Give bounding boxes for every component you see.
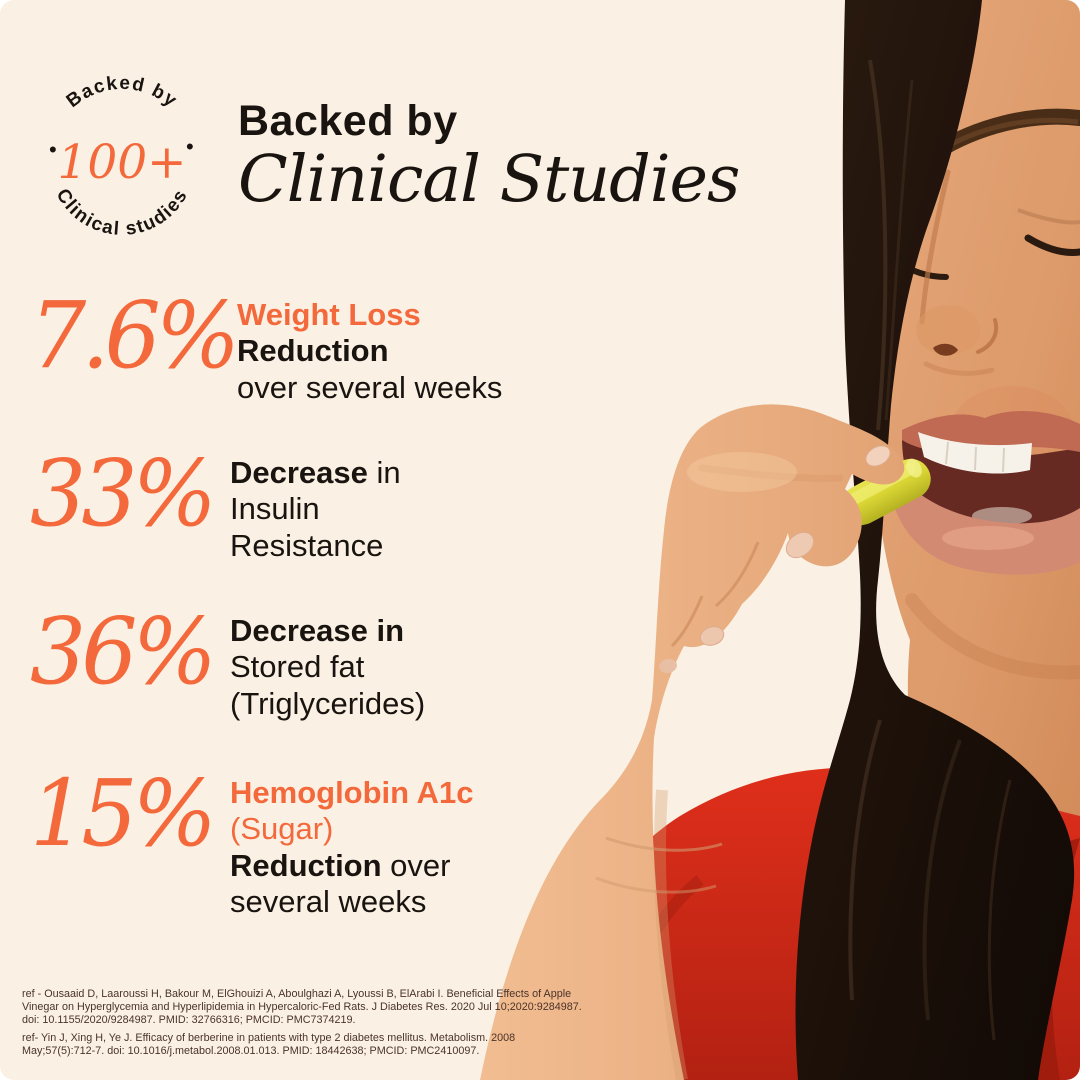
stat-value: 7.6% — [30, 282, 240, 389]
stat-line-segment: Hemoglobin A1c — [230, 775, 474, 810]
badge-count: 100+ — [57, 135, 186, 190]
stat-row: 33% Decrease in Insulin Resistance — [30, 440, 401, 564]
badge-dot-right: • — [186, 134, 194, 159]
stat-row: 15% Hemoglobin A1c (Sugar) Reduction over se… — [30, 760, 473, 920]
reference-citations: ref - Ousaaid D, Laaroussi H, Bakour M, … — [22, 988, 582, 1062]
badge-dot-left: • — [49, 137, 57, 162]
stat-line-segment: Decrease in — [230, 613, 405, 648]
stat-line: over several weeks — [237, 370, 502, 406]
reference-text: ref- Yin J, Xing H, Ye J. Efficacy of be… — [22, 1031, 516, 1057]
stat-line: Insulin — [230, 491, 401, 527]
badge-arc-top-text: Backed by — [63, 73, 182, 112]
lower-lip — [890, 470, 1080, 575]
stat-line: several weeks — [230, 884, 473, 920]
stat-line-segment: Insulin — [230, 491, 320, 527]
stat-line-segment: Stored fat — [230, 649, 365, 685]
stat-line: Decrease in — [230, 613, 425, 649]
stat-description: Decrease in Stored fat (Triglycerides) — [230, 608, 425, 722]
stat-line-segment: (Sugar) — [230, 811, 334, 847]
badge-arc-bottom-text: Clinical studies — [52, 185, 193, 240]
stat-line: Hemoglobin A1c — [230, 775, 473, 811]
fingernail — [865, 445, 891, 467]
stat-value: 33% — [30, 440, 217, 547]
stat-line-segment: several weeks — [230, 883, 427, 919]
stat-description: Decrease in Insulin Resistance — [230, 450, 401, 564]
stat-line: Stored fat — [230, 649, 425, 685]
stat-line-segment: over several weeks — [237, 369, 503, 405]
stat-line: Resistance — [230, 528, 401, 564]
stat-line-segment: Reduction — [237, 333, 389, 369]
stat-value: 36% — [30, 598, 217, 705]
stat-line-segment: Decrease — [230, 455, 368, 490]
stat-line: Decrease in — [230, 455, 401, 491]
mouth — [890, 411, 1080, 575]
headline-title: Clinical Studies — [238, 142, 740, 218]
reference-text: ref - Ousaaid D, Laaroussi H, Bakour M, … — [22, 988, 582, 1027]
clinical-studies-badge: Backed by Clinical studies 100+ • • — [49, 73, 194, 240]
stat-description: Weight Loss Reduction over several weeks — [237, 292, 502, 406]
stat-line: Reduction — [237, 333, 502, 369]
stat-line: (Triglycerides) — [230, 686, 425, 722]
thumbnail — [785, 531, 815, 559]
stat-line: Weight Loss — [237, 297, 502, 333]
nostril — [933, 343, 958, 356]
stat-line-segment: Weight Loss — [237, 297, 421, 332]
stat-line-segment: over — [381, 847, 451, 883]
stat-row: 36% Decrease in Stored fat (Triglycerides) — [30, 598, 425, 722]
stat-row: 7.6% Weight Loss Reduction over several wee… — [30, 282, 502, 406]
hair — [795, 0, 1075, 1080]
headline: Backed by Clinical Studies — [238, 97, 740, 218]
stat-line-segment: (Triglycerides) — [230, 685, 426, 721]
hand-holding-pill — [480, 404, 905, 1080]
stat-value: 15% — [30, 760, 217, 867]
stat-description: Hemoglobin A1c (Sugar) Reduction over sever… — [230, 770, 473, 920]
stat-line: Reduction over — [230, 848, 473, 884]
stat-line-segment: Reduction — [230, 847, 382, 883]
closed-eye — [1024, 234, 1080, 256]
stat-line-segment: Resistance — [230, 527, 384, 563]
headline-kicker: Backed by — [238, 97, 458, 145]
stat-line-segment: in — [367, 455, 401, 490]
stat-line: (Sugar) — [230, 811, 473, 847]
